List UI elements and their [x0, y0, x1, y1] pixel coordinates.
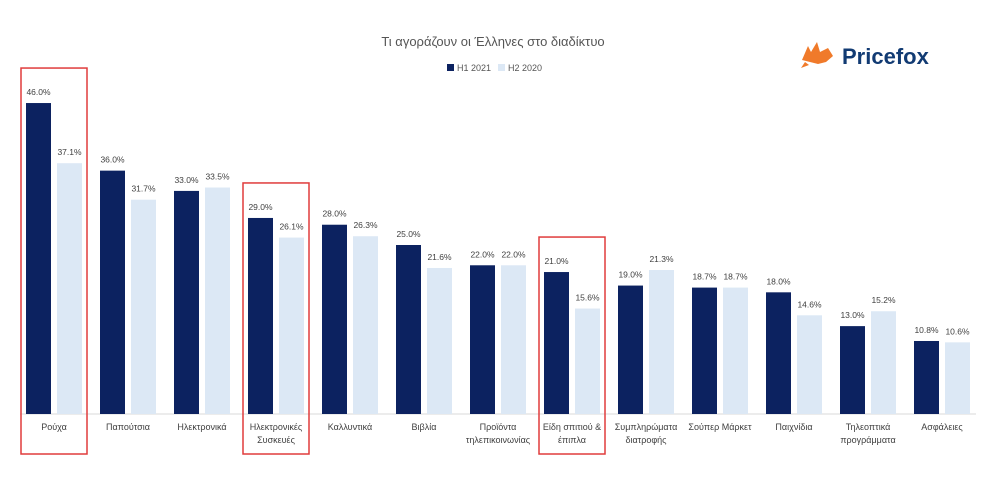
bar-h2-2020	[57, 163, 82, 414]
category-label: Ασφάλειες	[921, 422, 963, 432]
bar-h1-2021	[322, 224, 347, 414]
data-label: 21.0%	[544, 256, 569, 266]
bar-h1-2021	[174, 190, 199, 414]
bar-h1-2021	[544, 272, 569, 414]
brand-name: Pricefox	[842, 44, 930, 69]
highlight-boxes-layer	[20, 67, 606, 455]
bar-h2-2020	[501, 265, 526, 414]
bar-h1-2021	[766, 292, 791, 414]
data-label: 22.0%	[501, 249, 526, 259]
category-label: τηλεπικοινωνίας	[466, 435, 531, 445]
legend-label-h1-2021: H1 2021	[457, 63, 491, 73]
data-label: 31.7%	[131, 184, 156, 194]
bar-h1-2021	[914, 340, 939, 414]
data-label: 15.6%	[575, 293, 600, 303]
data-label: 37.1%	[57, 147, 82, 157]
category-label: Ηλεκτρονικές	[250, 422, 303, 432]
highlight-box	[20, 67, 88, 455]
bar-h1-2021	[396, 245, 421, 414]
data-label: 18.7%	[692, 272, 717, 282]
data-label: 21.6%	[427, 252, 452, 262]
data-label: 13.0%	[840, 310, 865, 320]
category-label: Βιβλία	[412, 422, 437, 432]
category-label: έπιπλα	[558, 435, 586, 445]
data-label: 26.3%	[353, 220, 378, 230]
category-label: Καλλυντικά	[328, 422, 372, 432]
bar-h2-2020	[945, 342, 970, 414]
category-label: Προϊόντα	[480, 422, 517, 432]
category-label: προγράμματα	[840, 435, 895, 445]
data-label: 36.0%	[100, 155, 125, 165]
category-label: διατροφής	[625, 435, 667, 445]
category-label: Τηλεοπτικά	[846, 422, 891, 432]
data-label: 14.6%	[797, 299, 822, 309]
legend-swatch-h1-2021	[447, 64, 454, 71]
bar-h2-2020	[649, 270, 674, 414]
chart-title: Τι αγοράζουν οι Έλληνες στο διαδίκτυο	[381, 34, 604, 49]
bar-h2-2020	[723, 287, 748, 414]
data-label: 10.8%	[914, 325, 939, 335]
data-label: 22.0%	[470, 249, 495, 259]
legend: H1 2021 H2 2020	[447, 63, 542, 73]
bar-h2-2020	[353, 236, 378, 414]
bar-h2-2020	[205, 187, 230, 414]
data-label: 18.0%	[766, 276, 791, 286]
bar-h1-2021	[248, 217, 273, 414]
data-label: 21.3%	[649, 254, 674, 264]
fox-icon	[801, 42, 833, 68]
bar-h1-2021	[100, 170, 125, 414]
category-label: Παιχνίδια	[775, 422, 812, 432]
bar-h2-2020	[279, 237, 304, 414]
data-label: 28.0%	[322, 209, 347, 219]
data-label: 46.0%	[26, 87, 51, 97]
bar-h2-2020	[797, 315, 822, 414]
data-label: 15.2%	[871, 295, 896, 305]
data-label: 26.1%	[279, 222, 304, 232]
legend-swatch-h2-2020	[498, 64, 505, 71]
data-label: 25.0%	[396, 229, 421, 239]
bar-h2-2020	[575, 308, 600, 414]
bar-h1-2021	[470, 265, 495, 414]
data-label: 10.6%	[945, 326, 970, 336]
brand-logo: Pricefox	[801, 42, 930, 69]
category-label: Συμπληρώματα	[615, 422, 678, 432]
data-label: 18.7%	[723, 272, 748, 282]
category-label: Ηλεκτρονικά	[177, 422, 226, 432]
category-labels-layer: Ρούχα Παπούτσια Ηλεκτρονικά Ηλεκτρονικές Συσ…	[41, 422, 963, 445]
category-label: Παπούτσια	[106, 422, 150, 432]
bar-h2-2020	[427, 267, 452, 414]
data-label: 33.0%	[174, 175, 199, 185]
bar-h1-2021	[26, 103, 51, 414]
highlight-box	[538, 236, 606, 455]
bar-h1-2021	[618, 285, 643, 414]
bar-h1-2021	[840, 326, 865, 414]
data-label: 29.0%	[248, 202, 273, 212]
category-label: Συσκευές	[257, 435, 295, 445]
category-label: Είδη σπιτιού &	[543, 422, 601, 432]
value-labels-layer: 46.0% 37.1% 36.0% 31.7% 33.0% 33.5% 29.0% 26.1%…	[26, 87, 970, 336]
legend-label-h2-2020: H2 2020	[508, 63, 542, 73]
data-label: 19.0%	[618, 270, 643, 280]
bars-layer	[26, 103, 970, 414]
category-label: Σούπερ Μάρκετ	[688, 422, 752, 432]
data-label: 33.5%	[205, 172, 230, 182]
bar-h1-2021	[692, 287, 717, 414]
highlight-box	[242, 182, 310, 455]
bar-h2-2020	[131, 199, 156, 414]
category-label: Ρούχα	[41, 422, 67, 432]
bar-h2-2020	[871, 311, 896, 414]
